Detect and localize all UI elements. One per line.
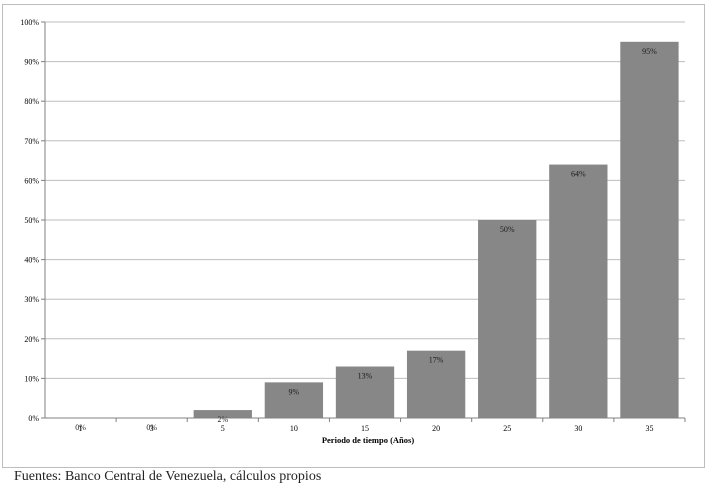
x-axis-ticks: 1 3 5 10 15 20 25 30 35 (79, 418, 686, 433)
data-label-30: 64% (571, 170, 586, 179)
x-tick-label: 5 (221, 424, 225, 433)
data-labels: 0% 0% 2% 9% 13% 17% 50% 64% 95% (75, 47, 657, 432)
y-tick-label: 70% (24, 137, 39, 146)
y-tick-label: 0% (28, 414, 39, 423)
y-tick-label: 50% (24, 216, 39, 225)
x-axis-title: Periodo de tiempo (Años) (322, 435, 414, 445)
data-label-10: 9% (289, 387, 300, 396)
bar-35 (620, 41, 679, 419)
x-tick-label: 3 (150, 424, 154, 433)
x-tick-label: 25 (503, 424, 511, 433)
data-label-20: 17% (429, 356, 444, 365)
y-tick-label: 30% (24, 295, 39, 304)
x-tick-label: 30 (574, 424, 582, 433)
bar-25 (478, 220, 537, 418)
source-footnote: Fuentes: Banco Central de Venezuela, cál… (14, 469, 322, 484)
x-tick-label: 20 (432, 424, 440, 433)
y-tick-label: 40% (24, 256, 39, 265)
y-tick-label: 80% (24, 97, 39, 106)
bar-20 (406, 350, 466, 418)
data-label-1: 0% (75, 423, 86, 432)
bar-5 (193, 410, 252, 418)
x-tick-label: 10 (290, 424, 298, 433)
data-label-35: 95% (642, 47, 657, 56)
data-label-15: 13% (358, 372, 373, 381)
x-tick-label: 15 (361, 424, 369, 433)
y-tick-label: 20% (24, 335, 39, 344)
data-label-3: 0% (146, 423, 157, 432)
data-label-25: 50% (500, 225, 515, 234)
x-tick-label: 35 (645, 424, 653, 433)
y-tick-label: 60% (24, 176, 39, 185)
y-tick-label: 100% (20, 18, 39, 27)
y-axis-ticks: 0% 10% 20% 30% 40% 50% 60% 70% 80% 90% 100% (20, 18, 45, 423)
y-tick-label: 10% (24, 374, 39, 383)
bar-30 (549, 164, 608, 418)
data-label-5: 2% (217, 415, 228, 424)
bar-chart: 0% 10% 20% 30% 40% 50% 60% 70% 80% 90% 100% 0% 0% 2%… (20, 18, 686, 445)
bar-15 (335, 366, 395, 418)
bars (193, 41, 679, 419)
bar-10 (264, 382, 324, 418)
y-tick-label: 90% (24, 58, 39, 67)
x-tick-label: 1 (79, 424, 83, 433)
